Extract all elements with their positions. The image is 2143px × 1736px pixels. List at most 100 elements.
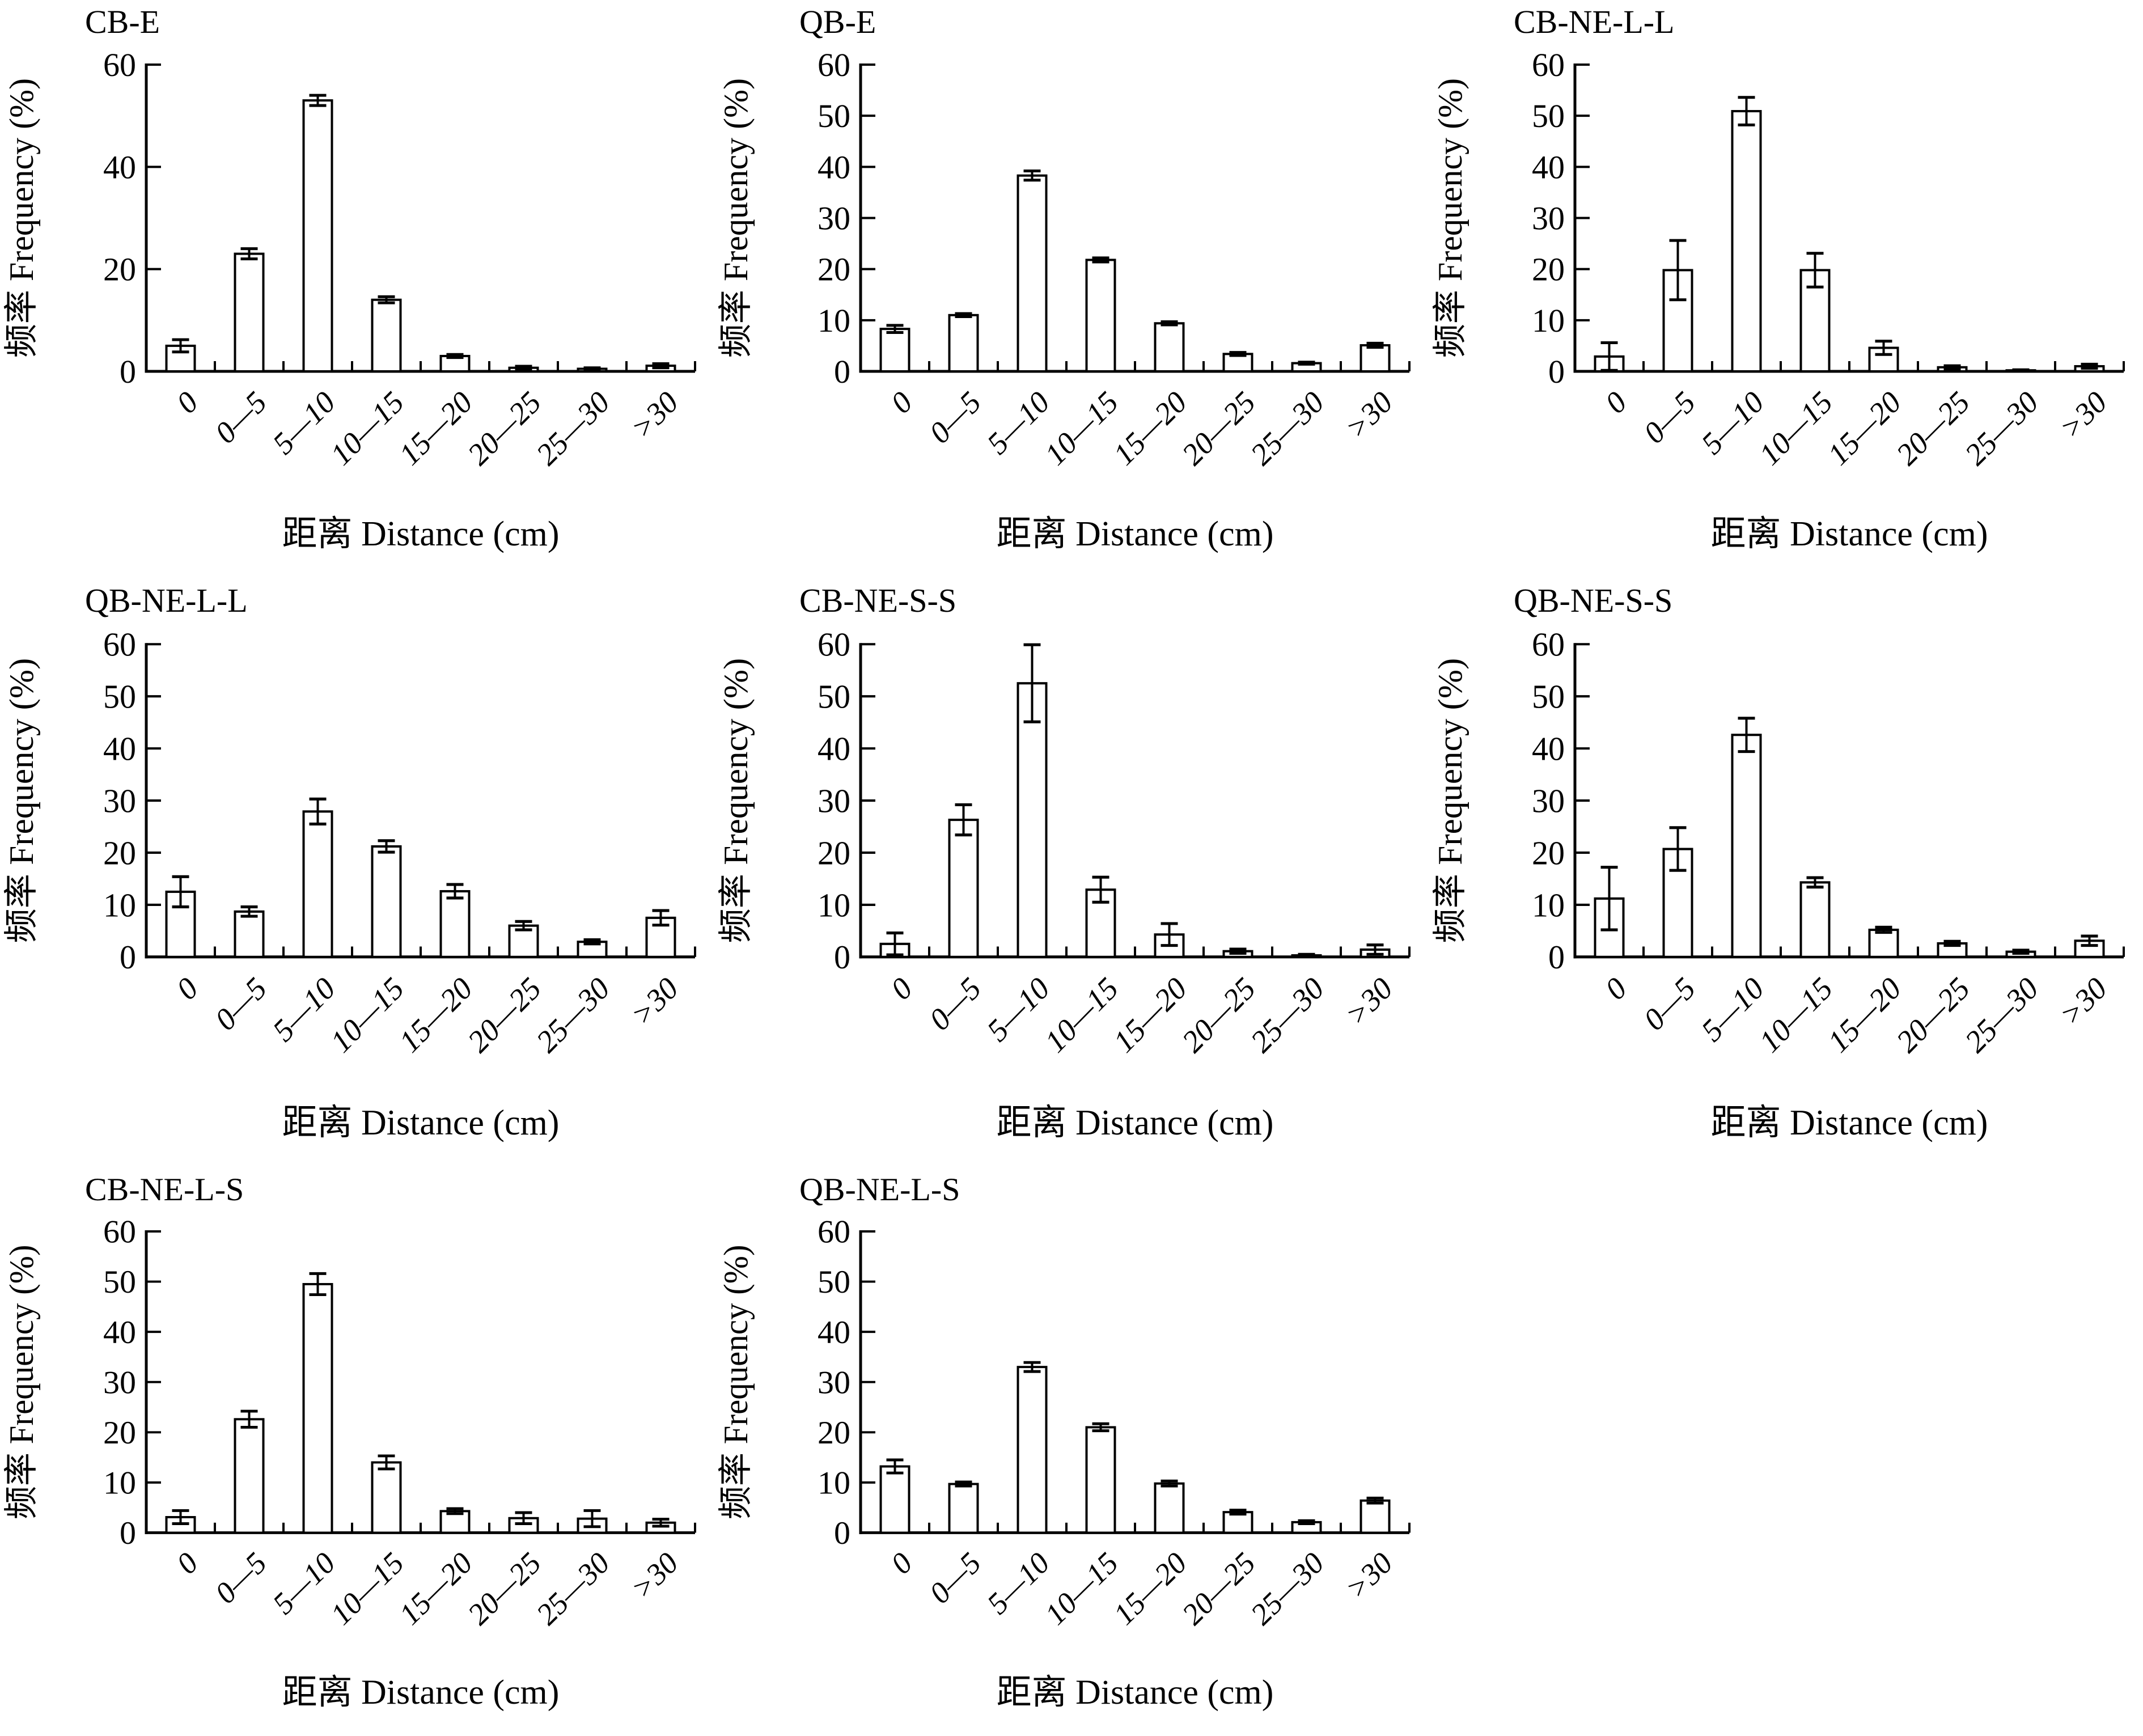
y-axis-label: 频率 Frequency (%) (3, 1244, 41, 1519)
y-tick-label: 60 (103, 46, 136, 83)
y-axis-label: 频率 Frequency (%) (717, 78, 755, 358)
x-tick-label: 20—25 (1175, 971, 1262, 1059)
y-tick-label: 10 (103, 887, 136, 924)
x-tick-label: 0—5 (208, 971, 273, 1037)
x-axis-label: 距离 Distance (cm) (282, 1674, 560, 1712)
bar (1017, 174, 1048, 372)
bar (234, 910, 265, 958)
y-tick-label: 60 (103, 1214, 136, 1250)
bar (1085, 1426, 1116, 1534)
x-tick-label: >30 (1339, 385, 1399, 445)
bar (1017, 682, 1048, 958)
bar (302, 810, 333, 958)
y-tick-label: 40 (103, 149, 136, 185)
x-tick-label: 25—30 (1958, 971, 2045, 1059)
chart-panel-cb-ne-l-s: CB-NE-L-S 0 10 20 30 40 50 60 0 0—5 5—10 10—15 15—20… (0, 1168, 714, 1736)
x-tick-label: 15—20 (392, 385, 479, 472)
y-tick-label: 20 (818, 835, 850, 872)
x-tick-label: 0 (884, 1546, 919, 1581)
x-tick-label: 15—20 (392, 971, 479, 1059)
x-tick-label: >30 (1339, 1546, 1399, 1606)
x-tick-label: 10—15 (1752, 385, 1839, 472)
y-tick-label: 10 (818, 887, 850, 924)
y-tick-label: 40 (103, 730, 136, 768)
chart-panel-qb-e: QB-E 0 10 20 30 40 50 60 0 0—5 5—10 10—15 15—20 20—25… (714, 0, 1429, 578)
x-tick-label: 0 (1598, 385, 1633, 420)
y-tick-label: 40 (103, 1315, 136, 1350)
bar (371, 845, 402, 958)
y-tick-label: 50 (818, 678, 850, 715)
y-axis-label: 频率 Frequency (%) (3, 78, 40, 358)
y-tick-label: 30 (1532, 200, 1565, 237)
y-tick-label: 20 (103, 835, 136, 872)
x-axis-label: 距离 Distance (cm) (1711, 1102, 1988, 1142)
x-axis-label: 距离 Distance (cm) (997, 515, 1274, 553)
y-axis-label: 频率 Frequency (%) (717, 1244, 755, 1519)
y-tick-label: 40 (818, 1315, 850, 1350)
x-axis-label: 距离 Distance (cm) (997, 1102, 1274, 1142)
bar (1799, 881, 1831, 958)
x-tick-label: 0 (170, 385, 205, 420)
y-tick-label: 50 (818, 1265, 850, 1300)
y-tick-label: 10 (103, 1466, 136, 1501)
bar (879, 1465, 910, 1534)
chart-title: CB-NE-L-S (85, 1172, 244, 1207)
bar (1154, 1482, 1185, 1534)
bar (1868, 928, 1899, 958)
x-tick-label: 0 (170, 1546, 205, 1581)
x-tick-label: 10—15 (324, 385, 410, 472)
bar (302, 1283, 333, 1534)
chart-title: QB-NE-S-S (1514, 582, 1672, 620)
x-tick-label: 0—5 (208, 385, 273, 450)
x-axis-label: 距离 Distance (cm) (997, 1674, 1274, 1712)
chart-title: CB-NE-L-L (1514, 3, 1675, 40)
x-tick-label: 0—5 (1637, 385, 1702, 450)
bar (1360, 1499, 1391, 1534)
chart-panel-cb-e: CB-E 0 20 40 60 0 0—5 5—10 10—15 15—20 20—25 25—30 >… (0, 0, 714, 578)
y-tick-label: 30 (818, 782, 850, 820)
x-tick-label: >30 (625, 385, 685, 445)
bar (371, 1461, 402, 1534)
y-tick-label: 0 (834, 353, 850, 390)
x-tick-label: >30 (2053, 971, 2114, 1032)
y-tick-label: 0 (834, 939, 850, 976)
chart-title: CB-E (85, 3, 160, 40)
y-axis-label: 频率 Frequency (%) (1432, 658, 1469, 943)
x-tick-label: 10—15 (324, 971, 410, 1059)
chart-title: QB-E (799, 3, 876, 40)
x-tick-label: 25—30 (530, 385, 616, 472)
x-tick-label: 25—30 (530, 971, 616, 1059)
y-tick-label: 20 (1532, 835, 1565, 872)
x-tick-label: 0 (170, 971, 205, 1006)
y-tick-label: 20 (818, 1415, 850, 1450)
bar (879, 328, 910, 373)
x-tick-label: 10—15 (1752, 971, 1839, 1059)
chart-panel-qb-ne-l-s: QB-NE-L-S 0 10 20 30 40 50 60 0 0—5 5—10 10—15 15—20… (714, 1168, 1429, 1736)
y-tick-label: 20 (103, 251, 136, 288)
y-tick-label: 50 (103, 678, 136, 715)
x-tick-label: >30 (1339, 971, 1399, 1032)
bar (234, 252, 265, 372)
x-tick-label: 10—15 (1038, 1546, 1125, 1631)
y-tick-label: 0 (1548, 939, 1565, 976)
x-tick-label: 15—20 (392, 1546, 479, 1632)
y-tick-label: 20 (1532, 251, 1565, 288)
x-axis-label: 距离 Distance (cm) (1711, 515, 1988, 553)
y-axis-label: 频率 Frequency (%) (1432, 78, 1469, 358)
y-tick-label: 30 (1532, 782, 1565, 820)
y-tick-label: 60 (1532, 626, 1565, 663)
bar (508, 1517, 539, 1534)
bar (1731, 734, 1762, 958)
y-axis-label: 频率 Frequency (%) (718, 658, 755, 943)
y-tick-label: 60 (818, 1214, 850, 1250)
bar (165, 344, 196, 373)
chart-panel-cb-ne-l-l: CB-NE-L-L 0 10 20 30 40 50 60 0 0—5 5—10 10—15 15—20… (1429, 0, 2143, 578)
x-tick-label: 0 (884, 971, 919, 1006)
